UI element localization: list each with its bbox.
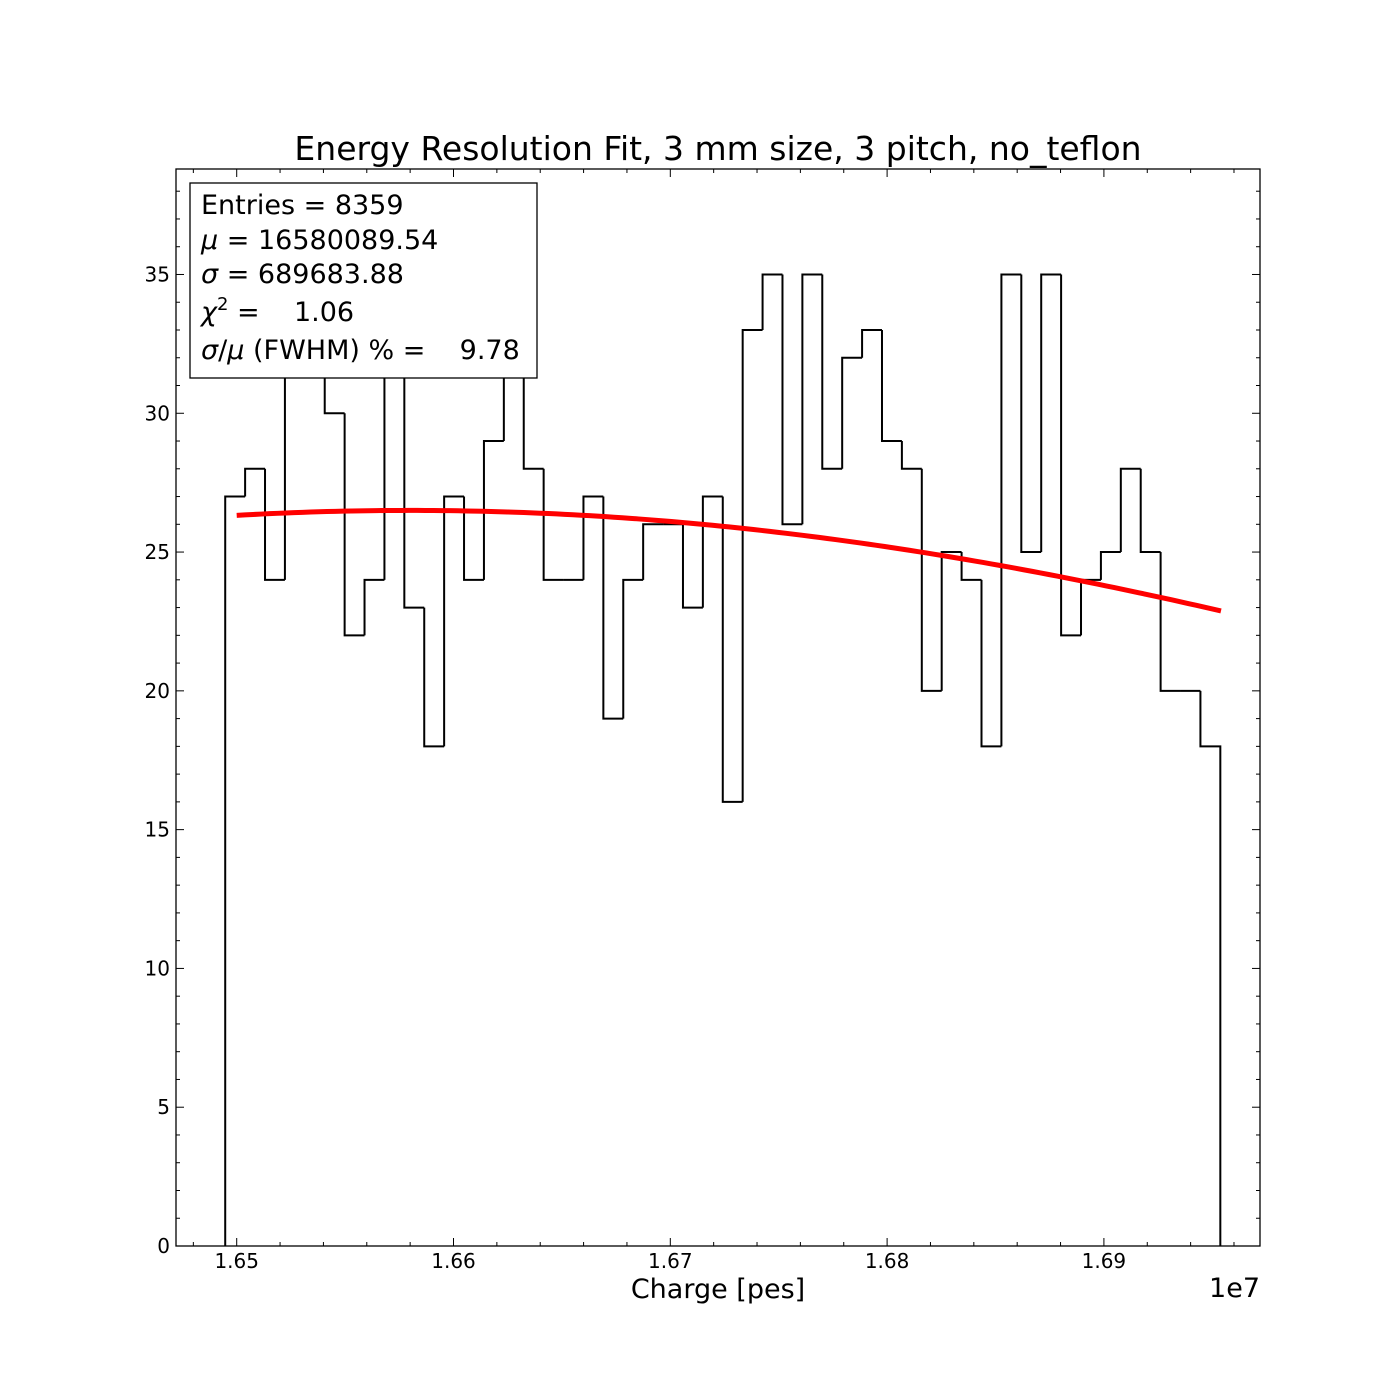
- stats-sigma: σ = 689683.88: [201, 259, 404, 290]
- stats-box-frame: [189, 182, 538, 379]
- histogram-bar: [224, 495, 246, 1246]
- x-tick-label: 1.65: [214, 1249, 259, 1273]
- histogram-bar: [343, 413, 365, 637]
- histogram-bar: [264, 468, 285, 581]
- histogram-bar: [443, 495, 465, 747]
- histogram-bar: [1080, 578, 1101, 636]
- x-axis-label: Charge [pes]: [631, 1274, 805, 1305]
- y-tick-label: 25: [145, 540, 170, 564]
- histogram-bar: [582, 495, 604, 580]
- histogram-bar: [781, 274, 803, 526]
- histogram-bar: [1099, 551, 1121, 580]
- histogram-bar: [622, 578, 644, 719]
- histogram-bar: [542, 468, 564, 581]
- histogram-bar: [701, 495, 723, 608]
- histogram-bar: [900, 441, 922, 470]
- histogram-bar: [363, 578, 385, 636]
- y-tick-label: 35: [145, 262, 170, 286]
- histogram-bar: [1139, 468, 1161, 554]
- histogram-bar: [681, 524, 703, 609]
- plot-frame: [175, 168, 1261, 1247]
- plot-area: 1.65 1.66 1.67 1.68 1.69 0 5 10 15 20 25 30 35: [145, 168, 1261, 1273]
- histogram-bar: [841, 356, 863, 469]
- y-tick-label: 15: [145, 818, 170, 842]
- stats-sigma-value: = 689683.88: [218, 259, 404, 290]
- histogram-bar: [821, 274, 843, 470]
- x-tick-label: 1.68: [865, 1249, 910, 1273]
- stats-chi-value: = 1.06: [228, 297, 354, 328]
- stats-box: Entries = 8359 μ = 16580089.54 σ = 68968…: [189, 182, 538, 379]
- histogram-bar: [980, 579, 1002, 748]
- histogram-bar: [642, 523, 664, 580]
- y-tick-label: 30: [145, 401, 170, 425]
- stats-resolution: σ/μ (FWHM) % = 9.78: [201, 335, 520, 366]
- histogram-bar: [1000, 273, 1022, 747]
- stats-res-mu: μ: [226, 335, 244, 366]
- histogram-bar: [940, 551, 962, 691]
- histogram-bar: [244, 467, 266, 497]
- histogram-bar: [482, 440, 504, 580]
- stats-entries: Entries = 8359: [201, 190, 404, 221]
- histogram-bar: [1199, 690, 1222, 1246]
- stats-res-slash: /: [218, 335, 228, 366]
- histogram-bar: [1020, 274, 1042, 554]
- histogram-bar: [960, 552, 982, 581]
- stats-mu-value: = 16580089.54: [218, 225, 438, 256]
- y-tick-label: 0: [157, 1234, 170, 1258]
- stats-chi-superscript: 2: [217, 294, 228, 315]
- x-axis-offset-label: 1e7: [1209, 1273, 1260, 1304]
- histogram-bar: [741, 328, 763, 802]
- fit-curve: [236, 507, 1222, 614]
- histogram-bar: [801, 273, 823, 525]
- chart-title: Energy Resolution Fit, 3 mm size, 3 pitc…: [294, 129, 1141, 168]
- histogram-bar: [463, 496, 484, 581]
- x-tick-label: 1.67: [648, 1249, 693, 1273]
- stats-chi-symbol: χ: [199, 297, 218, 328]
- x-tick-label: 1.66: [431, 1249, 476, 1273]
- stats-mu: μ = 16580089.54: [200, 225, 438, 256]
- histogram-bar: [1119, 467, 1141, 553]
- histogram-bar: [1060, 274, 1082, 637]
- stats-mu-symbol: μ: [200, 225, 218, 256]
- x-tick-label: 1.69: [1082, 1249, 1127, 1273]
- stats-chi2: χ2 = 1.06: [199, 294, 354, 328]
- histogram-bar: [880, 329, 902, 443]
- y-tick-label: 10: [145, 956, 170, 980]
- histogram-bar: [721, 496, 743, 803]
- stats-res-value: (FWHM) % = 9.78: [244, 335, 519, 366]
- stats-sigma-symbol: σ: [201, 259, 219, 290]
- histogram-bar: [602, 496, 624, 720]
- y-tick-label: 20: [145, 679, 170, 703]
- y-tick-label: 5: [157, 1095, 170, 1119]
- histogram-bar: [1040, 273, 1062, 553]
- histogram-bar: [920, 468, 942, 692]
- histogram-bar: [423, 607, 445, 748]
- stats-res-sigma: σ: [201, 335, 219, 366]
- histogram-bar: [761, 273, 783, 330]
- histogram-bar: [861, 328, 882, 358]
- histogram-bar: [1159, 552, 1181, 692]
